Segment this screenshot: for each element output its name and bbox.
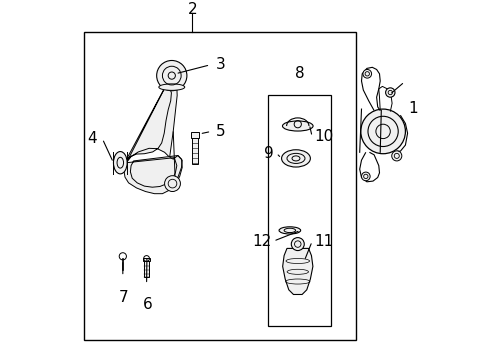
Bar	[142, 258, 150, 261]
Text: 9: 9	[264, 145, 273, 161]
Bar	[192, 137, 198, 164]
Circle shape	[391, 151, 401, 161]
Ellipse shape	[281, 150, 310, 167]
Circle shape	[164, 176, 180, 192]
Bar	[190, 132, 199, 138]
Text: 12: 12	[252, 234, 271, 249]
Circle shape	[156, 60, 186, 91]
Text: 4: 4	[87, 131, 97, 146]
Text: 7: 7	[119, 290, 128, 305]
Polygon shape	[123, 156, 182, 194]
Bar	[267, 95, 330, 326]
Text: 6: 6	[142, 297, 152, 312]
Polygon shape	[282, 248, 312, 294]
Polygon shape	[126, 80, 177, 163]
Text: 1: 1	[407, 100, 417, 116]
Ellipse shape	[279, 227, 300, 234]
Ellipse shape	[159, 84, 184, 90]
Bar	[144, 260, 149, 277]
Circle shape	[385, 88, 394, 97]
Circle shape	[362, 69, 371, 78]
Ellipse shape	[113, 152, 127, 174]
Text: 3: 3	[215, 57, 225, 72]
Text: 10: 10	[314, 129, 333, 144]
Text: 2: 2	[187, 1, 197, 17]
Text: 8: 8	[295, 66, 305, 81]
Ellipse shape	[282, 121, 312, 131]
Circle shape	[361, 172, 369, 181]
Circle shape	[360, 109, 405, 154]
Text: 11: 11	[314, 234, 333, 249]
Text: 5: 5	[215, 124, 225, 139]
Circle shape	[291, 238, 304, 251]
Bar	[84, 32, 355, 340]
